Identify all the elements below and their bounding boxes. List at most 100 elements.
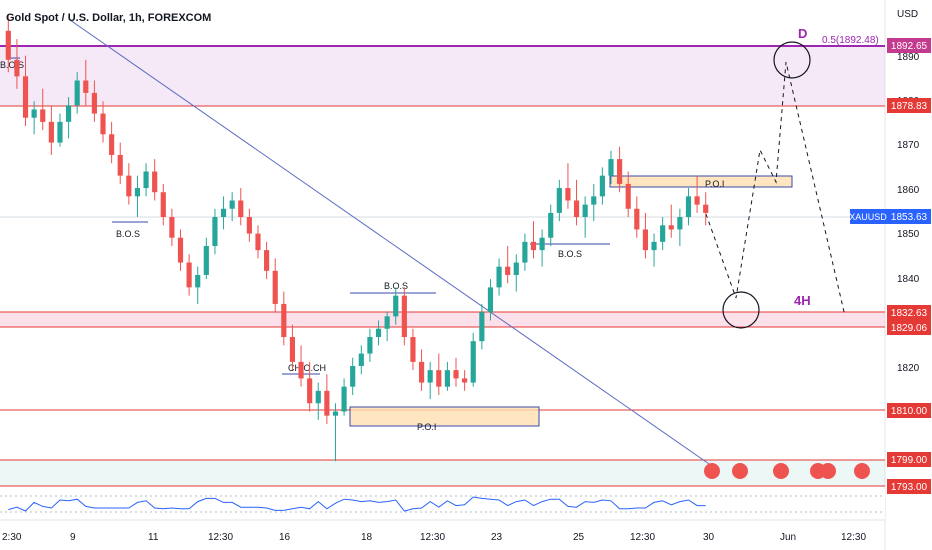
candle-body[interactable] (479, 312, 485, 342)
candle-body[interactable] (341, 386, 347, 412)
event-icon[interactable] (854, 463, 870, 479)
candle-body[interactable] (660, 225, 666, 242)
candle-body[interactable] (203, 246, 209, 275)
candle-body[interactable] (642, 229, 649, 251)
candle-body[interactable] (160, 192, 166, 218)
time-axis[interactable]: 2:30 9 11 12:30 16 18 12:30 23 25 12:30 … (2, 532, 866, 543)
candle-body[interactable] (625, 183, 631, 209)
event-icon[interactable] (704, 463, 720, 479)
candle-body[interactable] (617, 159, 623, 184)
candle-body[interactable] (393, 295, 399, 317)
candle-body[interactable] (505, 266, 511, 275)
candle-body[interactable] (195, 274, 201, 288)
price-label-text: 1793.00 (891, 482, 928, 493)
candle-body[interactable] (229, 200, 235, 209)
candle-body[interactable] (591, 196, 597, 205)
candle-body[interactable] (169, 217, 175, 238)
candle-body[interactable] (358, 353, 364, 366)
candle-body[interactable] (375, 328, 382, 338)
candle-body[interactable] (134, 188, 141, 197)
candle-body[interactable] (427, 370, 433, 383)
annotation-bos-4: B.O.S (558, 249, 582, 259)
candle-body[interactable] (14, 59, 20, 77)
candle-body[interactable] (65, 105, 72, 122)
symbol-tag: XAUUSD (849, 209, 887, 224)
candle-body[interactable] (608, 159, 614, 176)
price-label-text: 1829.06 (891, 323, 928, 334)
candle-body[interactable] (651, 241, 657, 251)
candle-body[interactable] (57, 121, 63, 143)
candle-body[interactable] (307, 378, 313, 404)
candle-body[interactable] (367, 337, 373, 354)
candle-body[interactable] (436, 370, 442, 387)
candle-body[interactable] (530, 241, 537, 251)
candle-body[interactable] (548, 212, 554, 238)
candle-body[interactable] (350, 366, 356, 387)
candle-body[interactable] (83, 80, 89, 93)
candle-body[interactable] (522, 241, 528, 263)
economic-events-row[interactable] (704, 463, 870, 479)
event-icon[interactable] (820, 463, 836, 479)
candle-body[interactable] (565, 188, 571, 201)
candle-body[interactable] (48, 121, 54, 143)
event-icon[interactable] (732, 463, 748, 479)
candle-body[interactable] (74, 80, 80, 106)
candle-body[interactable] (91, 92, 97, 114)
candle-body[interactable] (22, 76, 29, 118)
candle-body[interactable] (298, 361, 304, 379)
candle-body[interactable] (186, 262, 192, 288)
candle-body[interactable] (31, 109, 37, 118)
price-axis[interactable]: USD 1820 1830 1840 1850 1860 1870 1880 1… (849, 9, 931, 494)
candle-body[interactable] (255, 233, 261, 251)
candle-body[interactable] (289, 337, 296, 362)
candle-body[interactable] (126, 175, 132, 197)
candle-body[interactable] (246, 217, 252, 234)
candle-body[interactable] (462, 378, 468, 383)
candle-body[interactable] (100, 113, 106, 135)
candle-body[interactable] (582, 204, 588, 218)
candle-body[interactable] (109, 134, 115, 155)
candle-body[interactable] (410, 337, 416, 362)
candle-body[interactable] (177, 237, 184, 263)
candle-body[interactable] (212, 217, 218, 246)
candle-body[interactable] (117, 154, 123, 176)
candle-body[interactable] (272, 270, 278, 304)
candle-body[interactable] (152, 171, 158, 193)
candle-body[interactable] (694, 196, 700, 205)
candle-body[interactable] (513, 262, 519, 275)
timeframe-label: 4H (794, 293, 811, 308)
candle-body[interactable] (238, 200, 244, 218)
candle-body[interactable] (487, 287, 494, 313)
candle-body[interactable] (573, 200, 580, 218)
candle-body[interactable] (281, 303, 287, 338)
candle-body[interactable] (5, 30, 11, 60)
y-tick-label: 1840 (897, 274, 920, 285)
candle-body[interactable] (384, 316, 390, 329)
candle-body[interactable] (418, 361, 425, 383)
candle-body[interactable] (40, 109, 46, 122)
candle-body[interactable] (685, 196, 692, 218)
candle-body[interactable] (539, 237, 545, 251)
candle-body[interactable] (315, 390, 321, 404)
event-icon[interactable] (773, 463, 789, 479)
candle-body[interactable] (668, 225, 674, 230)
candle-body[interactable] (143, 171, 149, 189)
candle-body[interactable] (677, 217, 683, 230)
candle-body[interactable] (496, 266, 502, 288)
candle-body[interactable] (264, 250, 270, 271)
candle-body[interactable] (556, 188, 562, 213)
candle-body[interactable] (332, 411, 339, 416)
x-tick-label: 18 (361, 532, 373, 543)
candle-body[interactable] (634, 208, 640, 230)
candle-body[interactable] (470, 341, 476, 383)
candle-body[interactable] (324, 390, 330, 416)
candle-body[interactable] (703, 204, 709, 213)
price-label-text: 1892.65 (891, 41, 928, 52)
candle-body[interactable] (220, 208, 227, 218)
candle-body[interactable] (401, 295, 407, 338)
annotation-bos-1: B.O.S (0, 60, 24, 70)
candle-body[interactable] (444, 370, 450, 387)
candle-body[interactable] (599, 175, 605, 197)
candle-body[interactable] (453, 370, 459, 379)
